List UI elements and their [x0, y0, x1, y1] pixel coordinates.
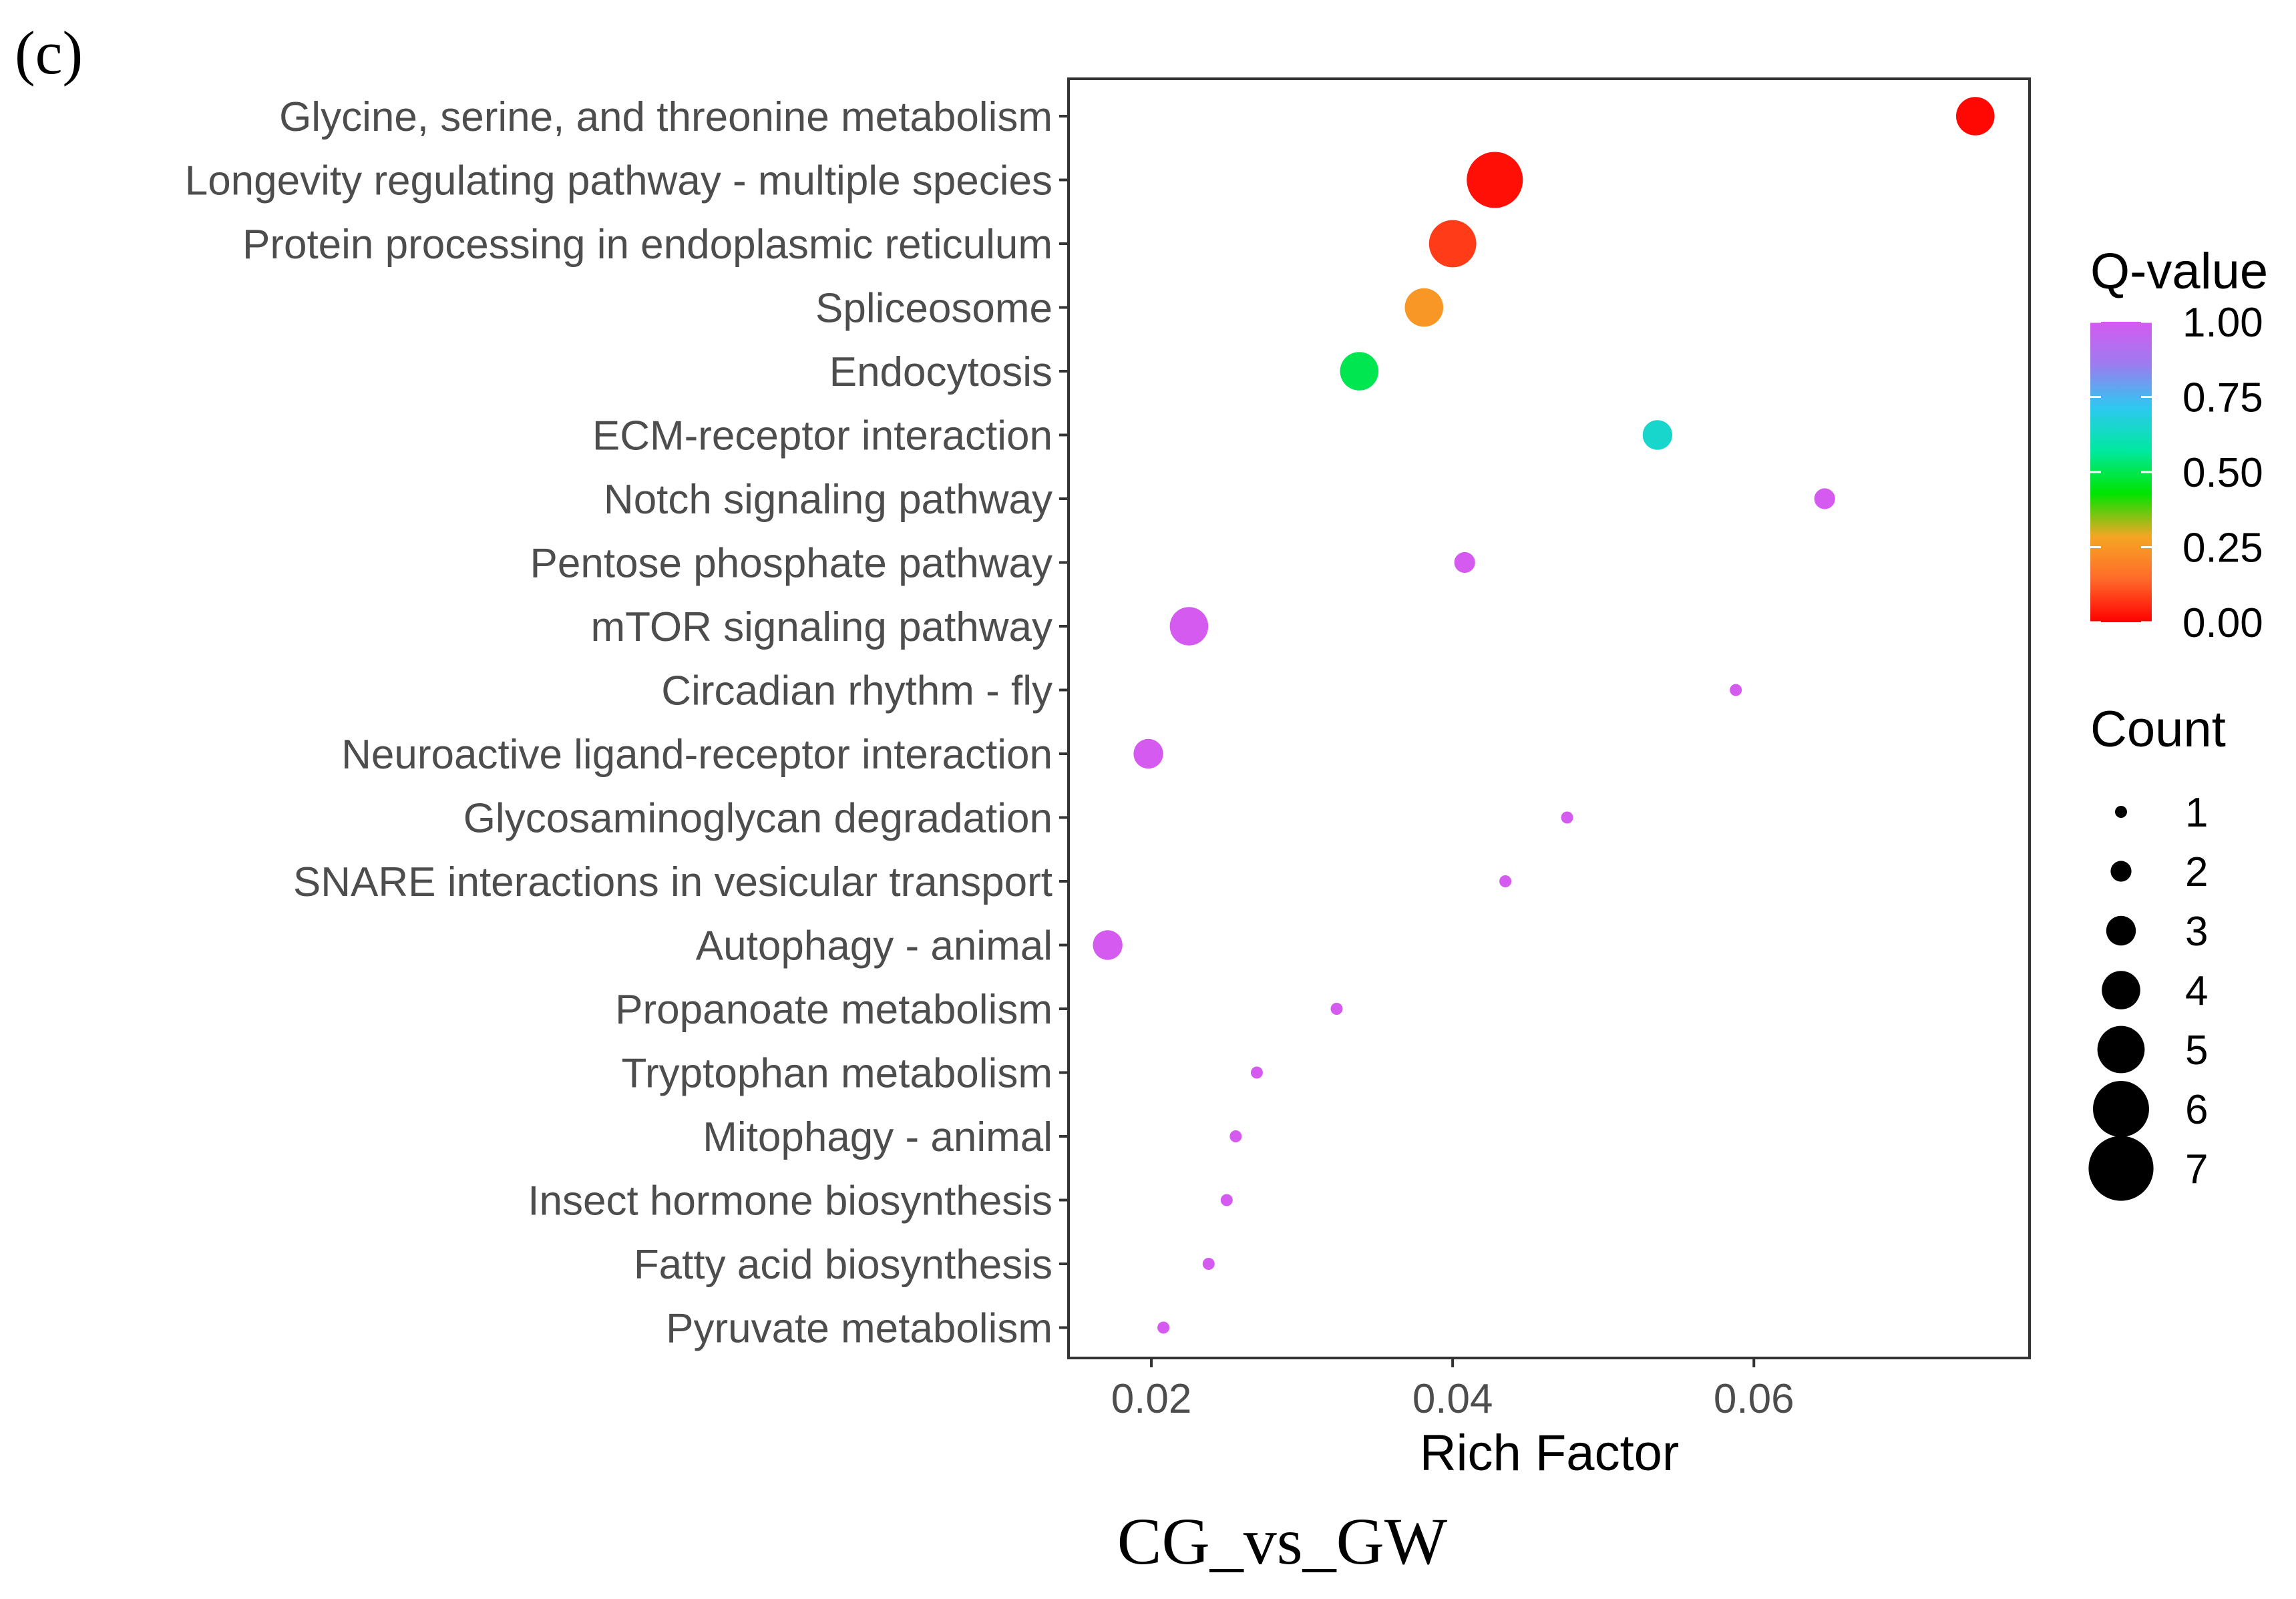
colorbar-tick-label: 1.00 [2182, 300, 2263, 346]
y-tick-label: Mitophagy - animal [703, 1114, 1053, 1160]
data-point [1814, 488, 1835, 509]
data-point [1340, 352, 1379, 391]
data-points [1093, 97, 1995, 1334]
x-tick-label: 0.02 [1111, 1376, 1192, 1422]
data-point [1499, 875, 1512, 887]
count-legend-label: 5 [2185, 1027, 2208, 1074]
colorbar-tick-label: 0.75 [2182, 375, 2263, 421]
data-point [1133, 738, 1163, 769]
count-legend-label: 2 [2185, 849, 2208, 895]
y-tick-label: ECM-receptor interaction [592, 413, 1053, 459]
y-tick-label: Neuroactive ligand-receptor interaction [341, 732, 1053, 778]
data-point [1229, 1130, 1242, 1142]
colorbar-tick-label: 0.25 [2182, 525, 2263, 572]
y-tick-label: Longevity regulating pathway - multiple … [185, 158, 1053, 204]
y-axis: Glycine, serine, and threonine metabolis… [185, 94, 1069, 1352]
data-point [1642, 420, 1673, 450]
count-legend-marker [2102, 971, 2140, 1009]
y-tick-label: Autophagy - animal [696, 923, 1053, 969]
x-tick-label: 0.04 [1412, 1376, 1493, 1422]
data-point [1169, 607, 1209, 646]
y-tick-label: Spliceosome [815, 286, 1053, 332]
x-axis-title: Rich Factor [1420, 1425, 1680, 1481]
count-legend-marker [2097, 1025, 2145, 1074]
data-point [1250, 1066, 1263, 1079]
colorbar-tick-label: 0.50 [2182, 450, 2263, 496]
count-legend-marker [2093, 1081, 2149, 1137]
y-tick-label: Insect hormone biosynthesis [528, 1178, 1053, 1224]
y-tick-label: Glycosaminoglycan degradation [463, 796, 1053, 842]
data-point [1561, 811, 1573, 824]
count-legend-label: 7 [2185, 1146, 2208, 1192]
y-tick-label: SNARE interactions in vesicular transpor… [293, 859, 1053, 905]
y-tick-label: Pentose phosphate pathway [530, 541, 1053, 587]
data-point [1404, 288, 1444, 327]
count-legend: Count 1 2 3 4 5 6 7 [2088, 701, 2226, 1201]
data-point [1202, 1258, 1215, 1270]
colorbar-tick-label: 0.00 [2182, 600, 2263, 646]
count-legend-label: 3 [2185, 909, 2208, 955]
y-tick-label: Notch signaling pathway [604, 477, 1053, 523]
data-point [1956, 97, 1995, 136]
plot-panel [1067, 77, 2031, 1359]
count-legend-marker [2110, 861, 2132, 882]
count-legend-label: 4 [2185, 968, 2208, 1014]
count-legend-marker [2088, 1136, 2154, 1201]
y-tick-label: Circadian rhythm - fly [661, 668, 1053, 714]
x-tick-label: 0.06 [1714, 1376, 1794, 1422]
data-point [1330, 1003, 1343, 1015]
y-tick-label: Glycine, serine, and threonine metabolis… [279, 94, 1053, 140]
count-legend-label: 6 [2185, 1087, 2208, 1133]
y-tick-label: Tryptophan metabolism [621, 1051, 1053, 1097]
data-point [1467, 152, 1523, 208]
y-tick-label: Fatty acid biosynthesis [634, 1242, 1053, 1288]
q-value-legend-title: Q-value [2090, 243, 2268, 300]
data-point [1730, 684, 1742, 696]
y-tick-label: Pyruvate metabolism [666, 1306, 1053, 1352]
count-legend-label: 1 [2185, 790, 2208, 836]
data-point [1428, 220, 1477, 268]
count-legend-marker [2106, 915, 2136, 946]
count-legend-title: Count [2090, 701, 2226, 758]
y-tick-label: mTOR signaling pathway [590, 604, 1053, 650]
panel-label: (c) [15, 19, 83, 87]
comparison-label: CG_vs_GW [1117, 1504, 1448, 1578]
data-point [1454, 551, 1475, 574]
data-point [1220, 1194, 1233, 1206]
y-tick-label: Endocytosis [829, 349, 1053, 395]
y-tick-label: Protein processing in endoplasmic reticu… [242, 222, 1053, 268]
q-value-legend: Q-value 1.00 0.75 0.50 0.25 0.00 [2090, 243, 2268, 646]
count-legend-marker [2115, 806, 2127, 818]
data-point [1093, 930, 1123, 960]
data-point [1157, 1321, 1170, 1334]
x-axis: 0.02 0.04 0.06 [1111, 1358, 1794, 1422]
y-tick-label: Propanoate metabolism [615, 987, 1053, 1033]
